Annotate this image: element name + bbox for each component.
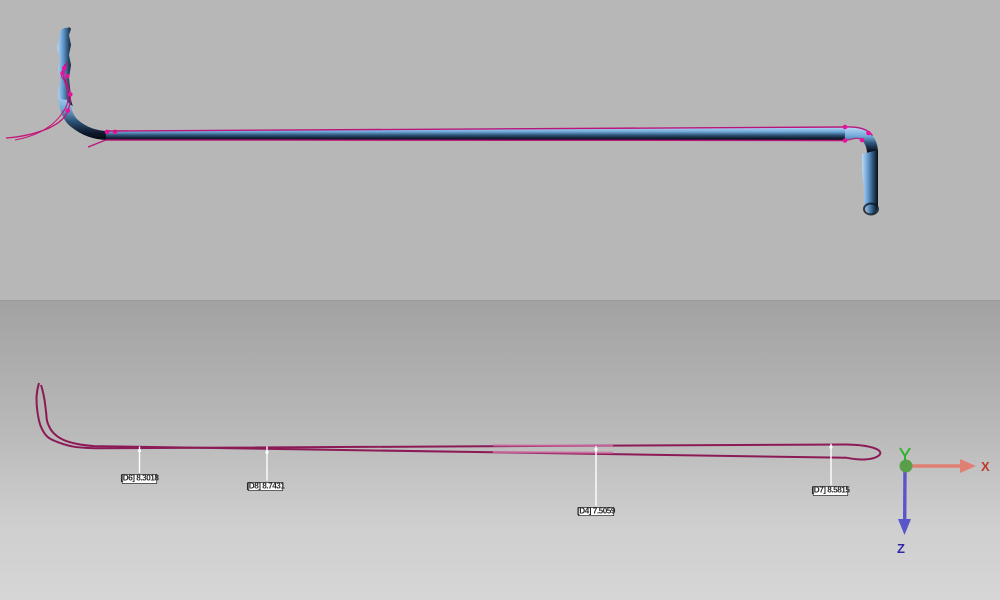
svg-text:Z: Z [897, 541, 905, 556]
svg-text:X: X [981, 459, 990, 474]
